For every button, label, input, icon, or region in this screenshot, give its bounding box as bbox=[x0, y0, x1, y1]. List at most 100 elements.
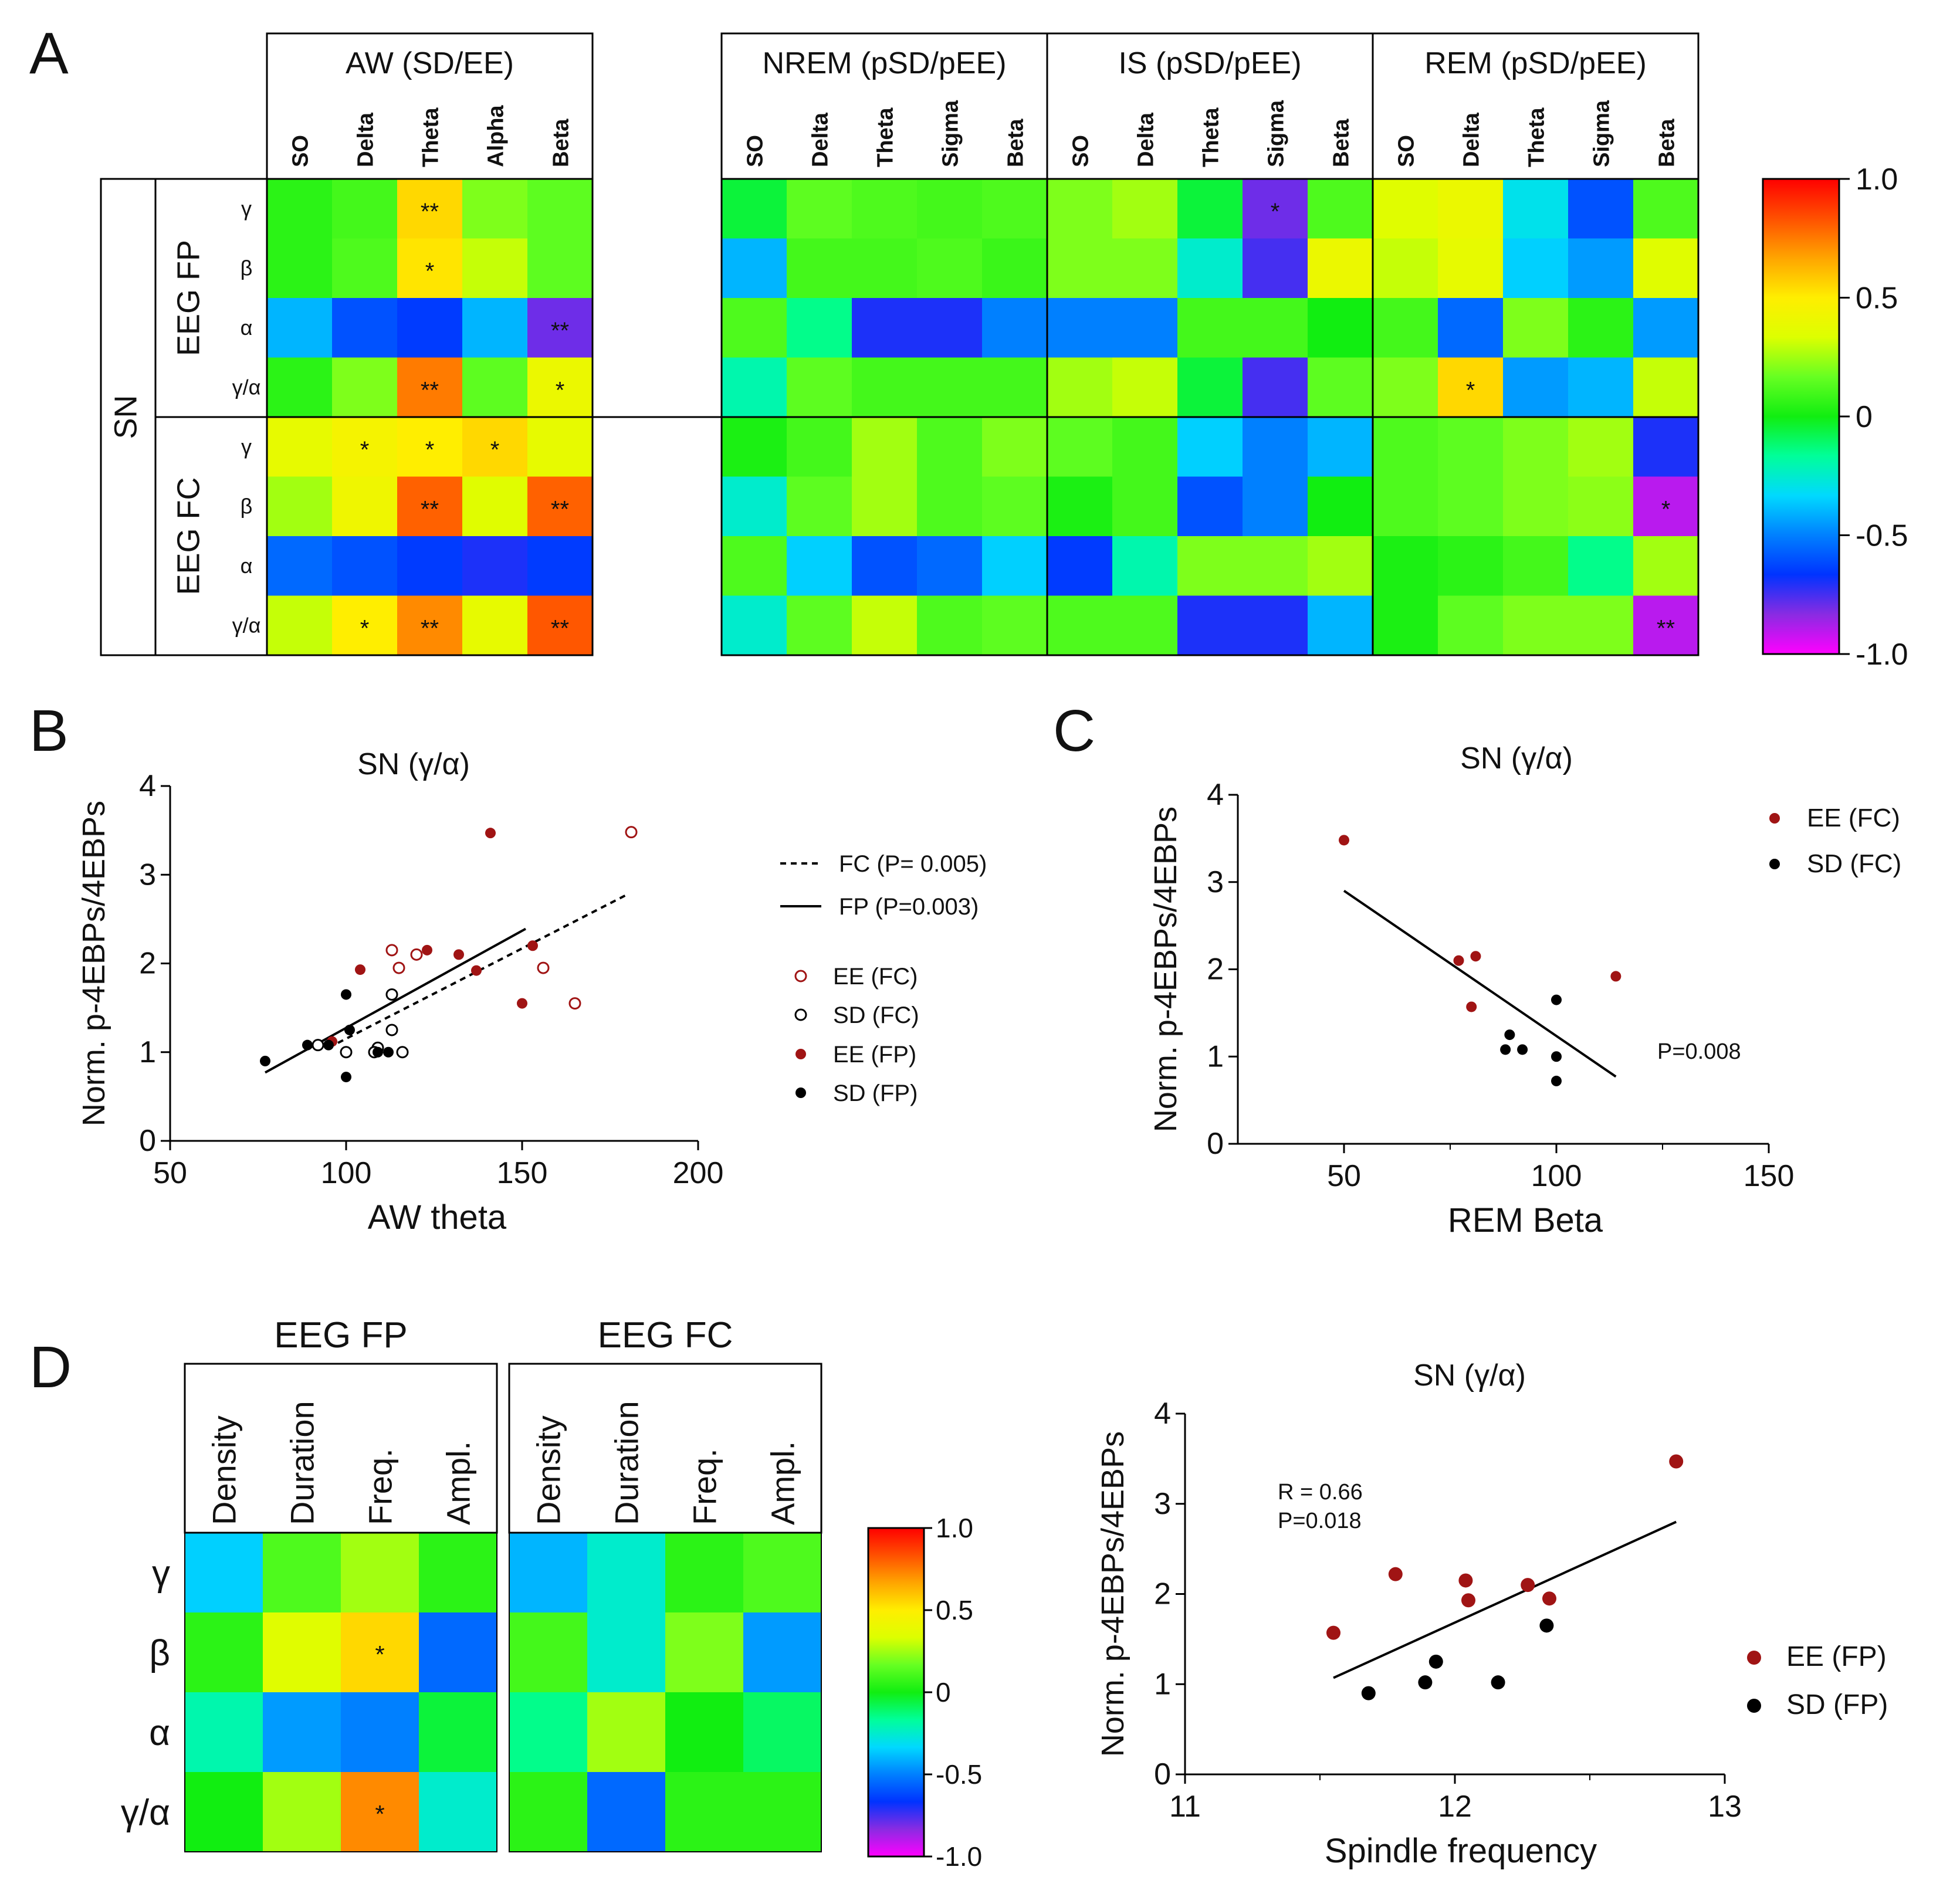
data-point bbox=[1453, 955, 1464, 966]
data-point bbox=[1458, 1573, 1473, 1588]
heatmap-cell bbox=[332, 417, 397, 477]
row-label: γ bbox=[241, 435, 252, 459]
significance-star: ** bbox=[421, 496, 439, 522]
column-label: Freq. bbox=[686, 1448, 723, 1525]
data-point bbox=[471, 965, 482, 976]
r-value-annotation: R = 0.66 bbox=[1278, 1480, 1363, 1505]
heatmap-cell bbox=[1112, 595, 1177, 655]
heatmap-cell bbox=[1503, 298, 1568, 358]
data-point bbox=[1504, 1029, 1515, 1041]
y-tick-label: 2 bbox=[139, 947, 156, 981]
colorbar-tick-label: -0.5 bbox=[936, 1759, 982, 1790]
regression-line bbox=[1343, 889, 1617, 1078]
heatmap-cell bbox=[185, 1533, 263, 1612]
data-point bbox=[1542, 1591, 1556, 1606]
colorbar-tick-label: 0.5 bbox=[1856, 282, 1898, 316]
data-point bbox=[485, 828, 496, 839]
heatmap-cell bbox=[722, 238, 787, 298]
heatmap-cell bbox=[1112, 357, 1177, 417]
column-label: Alpha bbox=[484, 105, 509, 167]
significance-star: ** bbox=[421, 377, 439, 403]
y-tick-label: 3 bbox=[1207, 865, 1224, 899]
chart-title: SN (γ/α) bbox=[1460, 741, 1573, 775]
legend-label: SD (FP) bbox=[833, 1080, 918, 1106]
heatmap-cell bbox=[341, 1533, 419, 1612]
chart-title: SN (γ/α) bbox=[1413, 1358, 1526, 1393]
heatmap-cell bbox=[1243, 298, 1308, 358]
data-point bbox=[1339, 835, 1349, 846]
heatmap-cell bbox=[665, 1533, 743, 1612]
colorbar-tick-label: 0 bbox=[936, 1677, 951, 1707]
heatmap-cell bbox=[527, 238, 593, 298]
column-label: Sigma bbox=[1590, 100, 1614, 167]
x-tick-label: 50 bbox=[153, 1156, 187, 1190]
column-group-title: AW (SD/EE) bbox=[346, 46, 514, 80]
heatmap-cell bbox=[462, 536, 527, 596]
y-tick-label: 4 bbox=[1207, 778, 1224, 812]
heatmap-cell bbox=[419, 1772, 497, 1852]
heatmap-cell bbox=[397, 536, 462, 596]
heatmap-cell bbox=[665, 1612, 743, 1692]
heatmap-cell bbox=[1177, 298, 1243, 358]
heatmap-cell bbox=[527, 357, 593, 417]
row-label: α bbox=[241, 316, 253, 340]
heatmap-cell bbox=[1503, 595, 1568, 655]
legend-label: EE (FP) bbox=[833, 1042, 916, 1068]
y-tick-label: 4 bbox=[1154, 1397, 1171, 1431]
heatmap-cell bbox=[1047, 179, 1112, 239]
regression-line bbox=[1333, 1520, 1677, 1679]
heatmap-cell bbox=[743, 1612, 821, 1692]
column-label: Sigma bbox=[1264, 100, 1289, 167]
row-group-label: EEG FC bbox=[171, 477, 206, 595]
heatmap-cell bbox=[917, 298, 982, 358]
x-axis-label: Spindle frequency bbox=[1325, 1832, 1597, 1870]
x-axis-label: REM Beta bbox=[1448, 1201, 1603, 1239]
data-point bbox=[568, 997, 581, 1010]
heatmap-cell bbox=[852, 298, 917, 358]
data-point bbox=[1610, 971, 1621, 982]
data-point bbox=[392, 961, 405, 974]
row-label: β bbox=[241, 494, 253, 518]
legend-label: SD (FC) bbox=[1807, 849, 1901, 878]
heatmap-cell bbox=[1047, 238, 1112, 298]
data-point bbox=[355, 964, 365, 975]
heatmap-cell bbox=[787, 417, 852, 477]
heatmap-cell bbox=[462, 179, 527, 239]
column-label: Beta bbox=[1655, 118, 1680, 167]
heatmap-cell bbox=[267, 595, 332, 655]
heatmap-cell bbox=[982, 298, 1047, 358]
heatmap-cell bbox=[267, 476, 332, 536]
heatmap-cell bbox=[722, 476, 787, 536]
significance-star: ** bbox=[551, 615, 569, 641]
heatmap-cell bbox=[1438, 238, 1503, 298]
row-label: α bbox=[149, 1713, 170, 1753]
data-point bbox=[517, 998, 527, 1009]
y-axis-label: Norm. p-4EBPs/4EBPs bbox=[76, 801, 111, 1126]
legend-marker bbox=[794, 970, 807, 983]
heatmap-cell bbox=[509, 1612, 587, 1692]
heatmap-cell bbox=[462, 595, 527, 655]
y-axis-label: Norm. p-4EBPs/4EBPs bbox=[1148, 807, 1183, 1132]
heatmap-cell bbox=[1243, 595, 1308, 655]
x-tick-label: 150 bbox=[1744, 1159, 1795, 1193]
column-label: Delta bbox=[354, 112, 378, 167]
row-label: γ/α bbox=[232, 375, 261, 399]
heatmap-cell bbox=[917, 536, 982, 596]
legend-label: SD (FP) bbox=[1786, 1689, 1888, 1720]
heatmap-cell bbox=[917, 417, 982, 477]
heatmap-cell bbox=[332, 298, 397, 358]
significance-star: ** bbox=[551, 318, 569, 344]
significance-star: * bbox=[1271, 199, 1280, 225]
y-tick-label: 0 bbox=[139, 1124, 156, 1158]
heatmap-cell bbox=[1568, 238, 1633, 298]
heatmap-cell bbox=[263, 1692, 341, 1772]
heatmap-cell bbox=[527, 595, 593, 655]
legend-label: FP (P=0.003) bbox=[839, 894, 979, 920]
heatmap-cell bbox=[267, 238, 332, 298]
heatmap-cell bbox=[787, 536, 852, 596]
legend-marker bbox=[1747, 1699, 1761, 1713]
column-label: Delta bbox=[1134, 112, 1159, 167]
y-tick-label: 2 bbox=[1207, 953, 1224, 987]
significance-star: * bbox=[375, 1800, 384, 1828]
